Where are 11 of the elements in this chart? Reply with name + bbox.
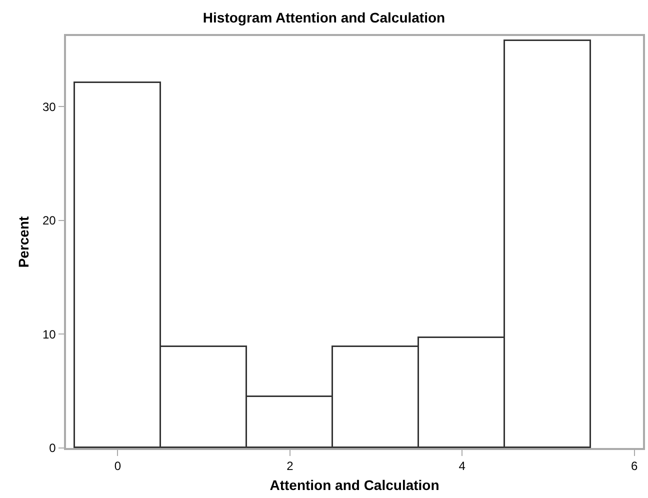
x-tick-label: 0 (114, 459, 122, 474)
y-tick-label: 10 (42, 327, 56, 342)
y-axis-title: Percent (16, 216, 32, 268)
y-tick-label: 0 (49, 441, 56, 456)
x-tick-label: 2 (286, 459, 294, 474)
chart-title: Histogram Attention and Calculation (202, 9, 446, 26)
y-tick-label: 20 (42, 214, 56, 228)
y-tick-label: 30 (42, 100, 56, 114)
x-axis-title: Attention and Calculation (270, 476, 440, 493)
x-tick-label: 4 (458, 459, 466, 474)
x-tick-label: 6 (631, 459, 638, 474)
